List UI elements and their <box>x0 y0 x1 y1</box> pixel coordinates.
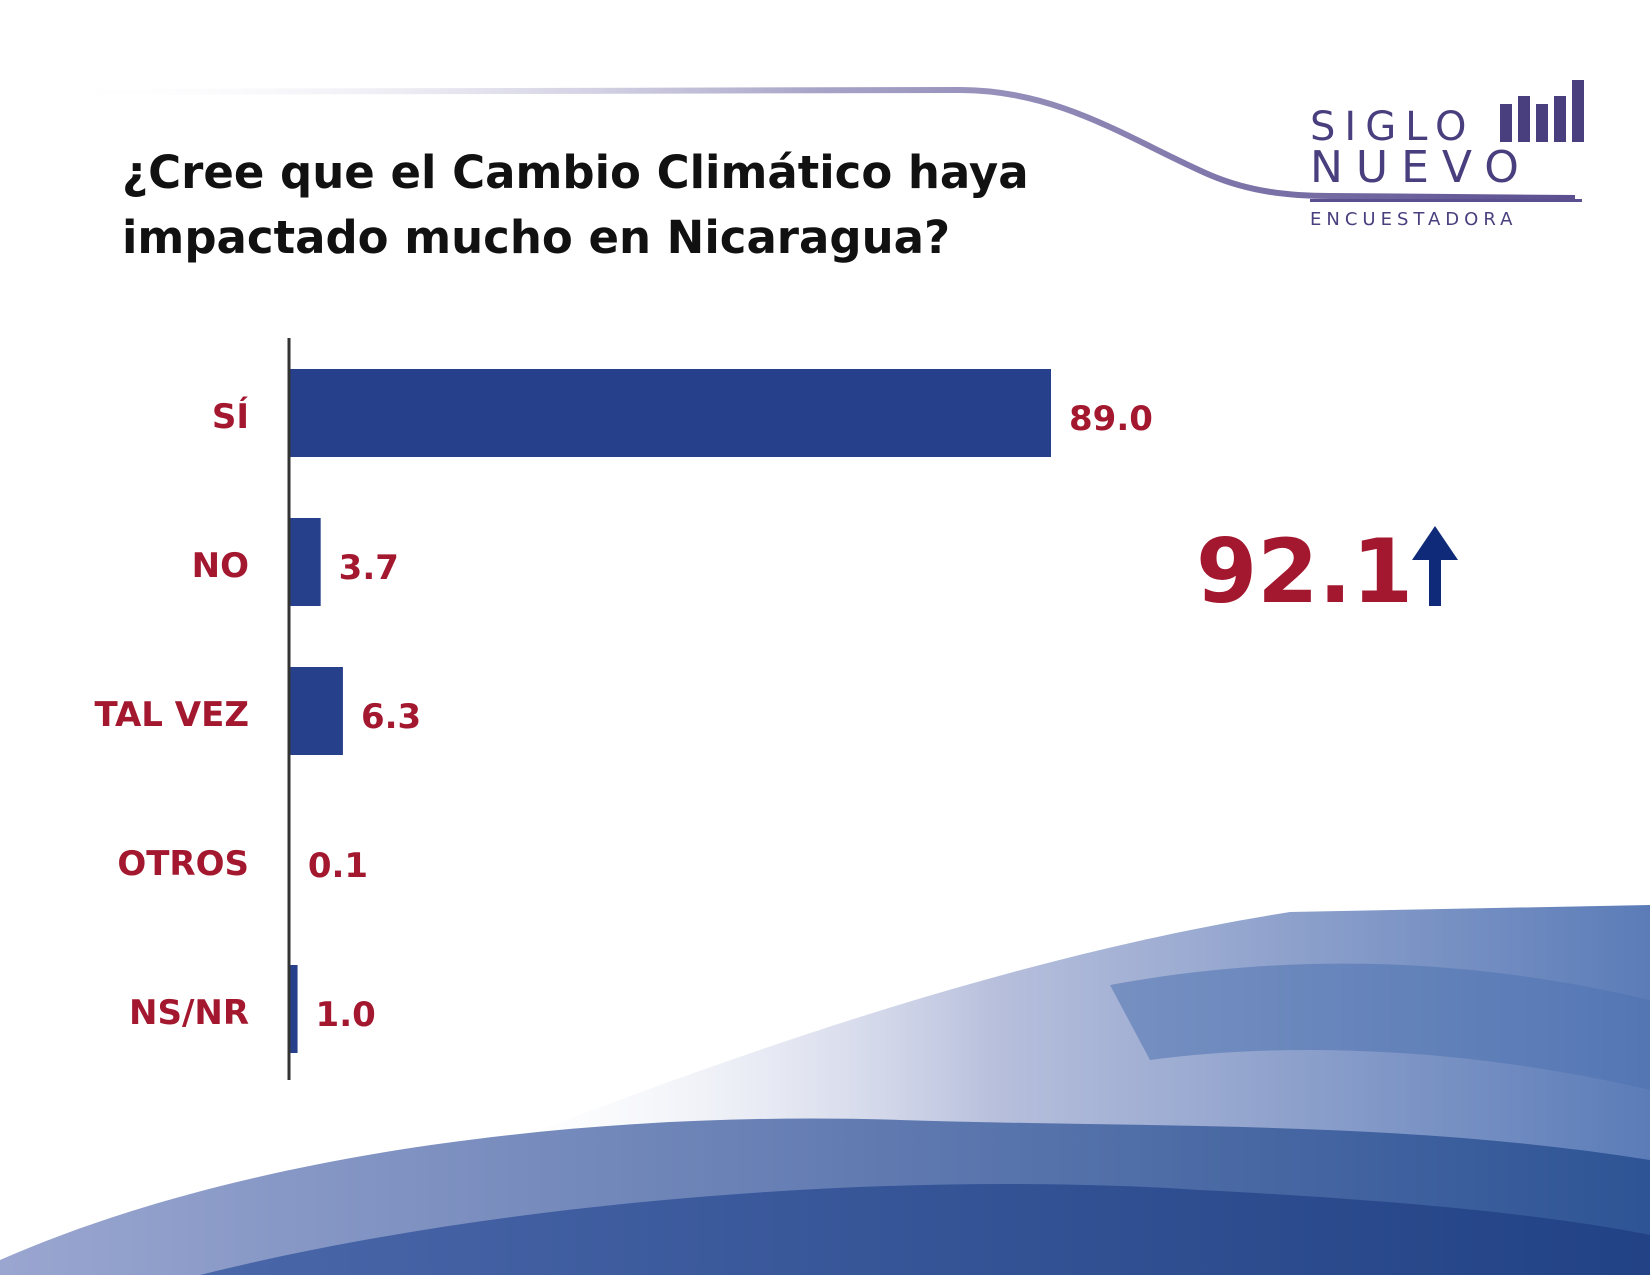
header-swoosh <box>49 86 1576 201</box>
question-line-1: ¿Cree que el Cambio Climático haya <box>122 146 1029 199</box>
logo-bars-icon <box>1500 80 1584 142</box>
logo-word-siglo: SIGLO <box>1310 104 1476 150</box>
question-title: ¿Cree que el Cambio Climático haya impac… <box>122 140 1029 270</box>
value-label-0: 89.0 <box>1069 399 1153 439</box>
category-label-3: OTROS <box>117 844 249 884</box>
bar-0 <box>289 369 1051 457</box>
value-label-3: 0.1 <box>308 846 368 886</box>
question-line-2: impactado mucho en Nicaragua? <box>122 211 951 264</box>
brand-logo: SIGLO NUEVO ENCUESTADORA <box>1300 78 1590 233</box>
category-label-2: TAL VEZ <box>94 695 249 735</box>
bar-4 <box>289 965 298 1053</box>
value-label-4: 1.0 <box>316 995 376 1035</box>
category-label-0: SÍ <box>212 396 249 437</box>
category-label-4: NS/NR <box>129 993 249 1033</box>
total-yes-value: 92.1 <box>1196 520 1414 623</box>
up-arrow-icon <box>1412 526 1458 606</box>
logo-word-encuestadora: ENCUESTADORA <box>1310 209 1518 230</box>
value-label-2: 6.3 <box>361 697 421 737</box>
logo-divider <box>1310 199 1582 202</box>
footer-wave-band <box>1110 963 1650 1090</box>
value-label-1: 3.7 <box>339 548 399 588</box>
bar-2 <box>289 667 343 755</box>
bar-1 <box>289 518 321 606</box>
footer-wave-dark <box>200 1183 1650 1275</box>
logo-word-nuevo: NUEVO <box>1310 142 1532 193</box>
category-label-1: NO <box>192 546 249 586</box>
